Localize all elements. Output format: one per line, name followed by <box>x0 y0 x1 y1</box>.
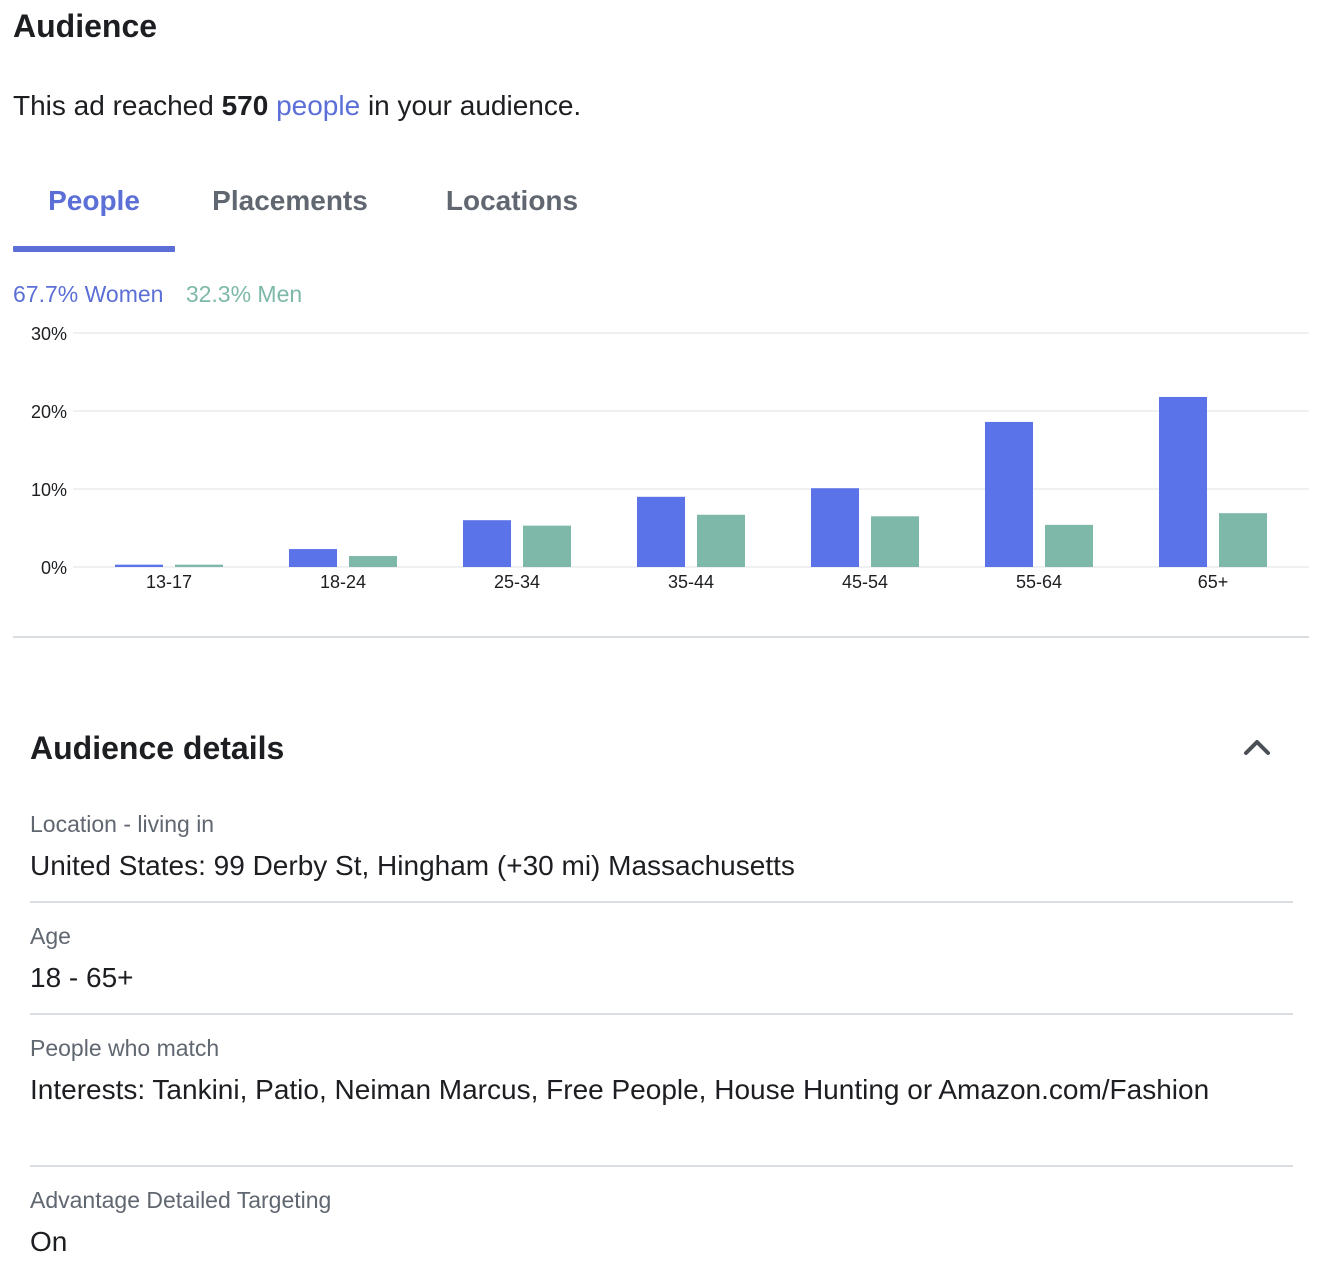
bar-men-25-34[interactable] <box>523 525 571 567</box>
bar-women-55-64[interactable] <box>985 421 1033 567</box>
audience-details-title: Audience details <box>30 730 285 766</box>
detail-label: Age <box>30 923 71 949</box>
detail-age: Age 18 - 65+ <box>30 920 1293 1015</box>
x-tick-label: 18-24 <box>320 572 366 592</box>
x-tick-label: 13-17 <box>146 572 192 592</box>
bar-women-25-34[interactable] <box>463 520 511 567</box>
people-link[interactable]: people <box>276 90 361 121</box>
y-tick-label: 0% <box>41 558 67 578</box>
detail-value: Interests: Tankini, Patio, Neiman Marcus… <box>30 1074 1210 1105</box>
gender-legend: 67.7% Women 32.3% Men <box>13 278 302 310</box>
chevron-up-icon <box>1244 740 1270 755</box>
tab-placements[interactable]: Placements <box>212 185 368 216</box>
x-tick-label: 65+ <box>1198 572 1229 592</box>
x-tick-label: 55-64 <box>1016 572 1062 592</box>
y-tick-label: 10% <box>31 480 67 500</box>
detail-label: Advantage Detailed Targeting <box>30 1187 332 1213</box>
bar-men-45-54[interactable] <box>871 516 919 567</box>
bar-women-18-24[interactable] <box>289 549 337 567</box>
detail-label: Location - living in <box>30 811 215 837</box>
detail-value: On <box>30 1226 68 1257</box>
y-tick-label: 20% <box>31 402 67 422</box>
y-tick-label: 30% <box>31 324 67 344</box>
bar-women-45-54[interactable] <box>811 488 859 567</box>
legend-women: 67.7% Women <box>13 281 164 307</box>
audience-tabs: People Placements Locations <box>13 150 653 252</box>
detail-value: 18 - 65+ <box>30 962 134 993</box>
page-title: Audience <box>13 8 158 44</box>
bar-men-55-64[interactable] <box>1045 524 1093 567</box>
bar-men-65+[interactable] <box>1219 513 1267 567</box>
bar-women-13-17[interactable] <box>115 564 163 567</box>
tab-people[interactable]: People <box>48 185 140 216</box>
detail-location: Location - living in United States: 99 D… <box>30 808 1293 903</box>
tab-locations[interactable]: Locations <box>445 185 579 216</box>
bar-men-13-17[interactable] <box>175 564 223 567</box>
bar-women-35-44[interactable] <box>637 496 685 567</box>
legend-men: 32.3% Men <box>185 281 303 307</box>
detail-interests: People who match Interests: Tankini, Pat… <box>30 1032 1293 1167</box>
section-divider <box>13 636 1309 638</box>
reach-suffix: in your audience. <box>367 90 582 121</box>
reach-count: 570 <box>221 90 269 121</box>
detail-value: United States: 99 Derby St, Hingham (+30… <box>30 850 795 881</box>
x-tick-label: 45-54 <box>842 572 888 592</box>
bar-men-18-24[interactable] <box>349 556 397 567</box>
reach-summary: This ad reached 570 people in your audie… <box>13 86 581 126</box>
active-tab-indicator <box>13 246 175 252</box>
reach-prefix: This ad reached <box>13 90 214 121</box>
x-tick-label: 35-44 <box>668 572 714 592</box>
x-tick-label: 25-34 <box>494 572 540 592</box>
age-gender-bar-chart: 0% 10% 20% 30% 13-17 18-24 25-34 35-44 45-54 55-6… <box>31 324 1309 592</box>
collapse-button[interactable] <box>1238 728 1276 766</box>
detail-label: People who match <box>30 1035 220 1061</box>
bar-women-65+[interactable] <box>1159 396 1207 567</box>
detail-advantage-targeting: Advantage Detailed Targeting On <box>30 1184 1293 1279</box>
bar-men-35-44[interactable] <box>697 514 745 567</box>
